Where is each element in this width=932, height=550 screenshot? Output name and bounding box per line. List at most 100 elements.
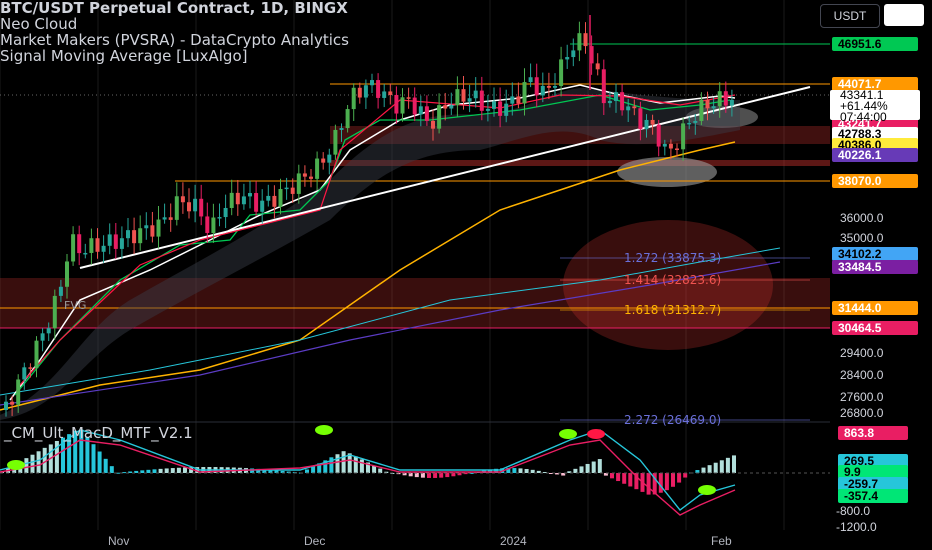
ma-purple <box>0 261 781 406</box>
candle-body <box>150 225 155 237</box>
macd-bar <box>433 473 438 478</box>
macd-bar <box>146 469 151 473</box>
price-tag: 34102.2 <box>832 247 918 261</box>
macd-bar <box>652 473 657 495</box>
candle-body <box>431 120 435 129</box>
macd-bar <box>24 458 29 473</box>
macd-bar <box>628 473 633 487</box>
macd-bar <box>30 454 35 473</box>
candle-body <box>126 230 130 239</box>
macd-bar <box>713 462 718 473</box>
candle-body <box>83 252 88 255</box>
macd-bar <box>445 473 450 478</box>
fib-label-3: 2.272 (26469.0) <box>624 413 721 427</box>
fib-label-0: 1.272 (33875.3) <box>624 251 721 265</box>
macd-bar <box>658 473 663 493</box>
macd-bar <box>274 470 279 473</box>
macd-bar <box>189 467 194 473</box>
fib-label-2: 1.618 (31312.7) <box>624 303 721 317</box>
macd-bar <box>61 437 65 473</box>
currency-selector[interactable]: USDT <box>820 4 880 28</box>
candle-body <box>729 99 734 106</box>
support-ellipse <box>617 157 717 187</box>
candle-body <box>516 96 521 104</box>
macd-bar <box>347 453 352 473</box>
macd-bar <box>616 473 621 482</box>
candle-body <box>95 238 100 252</box>
retest-ellipse <box>686 106 758 128</box>
candle-body <box>34 340 39 369</box>
candle-body <box>632 106 637 109</box>
candle-body <box>351 87 356 110</box>
candle-body <box>424 106 429 121</box>
macd-bar <box>341 451 346 473</box>
candle-body <box>583 33 588 47</box>
macd-bar <box>579 466 584 473</box>
macd-bar <box>549 473 553 474</box>
macd-bar <box>469 472 474 474</box>
scale-button[interactable] <box>884 4 924 26</box>
macd-bar <box>530 469 535 473</box>
candle-body <box>205 216 210 233</box>
candle-body <box>650 119 655 125</box>
support-zone <box>330 160 830 166</box>
signal-line <box>0 439 736 516</box>
price-tag: 38070.0 <box>832 174 918 188</box>
macd-tag: 269.5 <box>838 454 908 468</box>
macd-bar <box>719 460 724 473</box>
candle-body <box>217 217 222 219</box>
candle-body <box>522 82 527 104</box>
fib-label-1: 1.414 (32823.6) <box>624 273 721 287</box>
candle-body <box>309 176 313 179</box>
resistance-zone <box>330 126 830 144</box>
macd-bar <box>494 468 499 473</box>
candle-body <box>553 86 557 88</box>
fvg-label: FVG <box>64 299 86 312</box>
macd-bar <box>311 466 316 473</box>
macd-bar <box>85 436 90 473</box>
candle-body <box>65 261 69 287</box>
candle-body <box>52 295 57 329</box>
candle-body <box>382 91 387 98</box>
candle-body <box>559 59 564 87</box>
macd-bar <box>701 467 706 473</box>
ma-teal <box>0 247 781 396</box>
macd-bar <box>542 472 547 474</box>
macd-bar <box>134 470 139 473</box>
candle-body <box>193 198 198 212</box>
macd-bar <box>610 473 614 479</box>
supply-zone <box>0 278 830 328</box>
candle-body <box>357 87 362 98</box>
candle-body <box>89 238 94 253</box>
candle-body <box>144 225 149 229</box>
candle-body <box>345 109 350 129</box>
macd-bar <box>372 465 377 473</box>
macd-bar <box>597 459 602 473</box>
candle-body <box>363 85 368 98</box>
candle-body <box>4 401 8 410</box>
macd-cross-marker <box>7 460 25 470</box>
macd-bar <box>335 454 340 473</box>
macd-bar <box>280 470 285 473</box>
price-tick: 26800.0 <box>840 406 884 420</box>
candle-body <box>656 124 661 147</box>
candle-body <box>540 85 545 96</box>
fib-ellipse <box>563 220 773 350</box>
candle-body <box>10 401 15 405</box>
price-tick: 35000.0 <box>840 231 884 245</box>
macd-bar <box>359 459 364 473</box>
macd-bar <box>451 473 456 477</box>
candle-body <box>455 89 460 106</box>
candle-body <box>589 46 594 64</box>
macd-bar <box>707 465 712 473</box>
macd-bar <box>573 468 578 473</box>
candle-body <box>168 217 173 220</box>
ma-yellow <box>0 141 736 411</box>
x-label-nov: Nov <box>108 534 130 548</box>
macd-bar <box>115 472 120 474</box>
candle-body <box>180 196 185 203</box>
macd-bar <box>488 469 492 473</box>
macd-bar <box>79 429 84 473</box>
candle-body <box>607 100 612 104</box>
